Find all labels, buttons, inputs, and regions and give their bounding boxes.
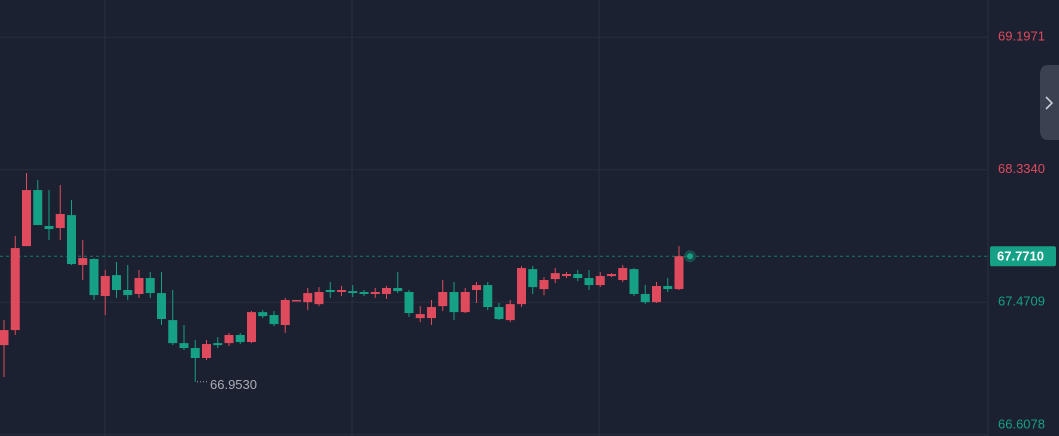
candle-body [157, 293, 166, 320]
candle-body [22, 190, 31, 247]
candle-body [550, 273, 560, 280]
candle-body [393, 288, 403, 292]
candle-body [325, 290, 335, 292]
candle-body [112, 275, 121, 291]
chevron-icon[interactable] [1045, 96, 1054, 110]
y-tick-label: 66.6078 [998, 416, 1045, 431]
candle-body [607, 274, 616, 277]
candle-body [460, 291, 470, 313]
y-tick-label: 67.4709 [998, 294, 1045, 309]
candle-body [224, 334, 234, 344]
candle-body [67, 215, 76, 265]
current-price-dot [687, 253, 693, 260]
candle-body [0, 330, 9, 346]
candle-body [314, 291, 324, 305]
candle-body [55, 214, 65, 228]
y-tick-label: 68.3340 [998, 161, 1045, 176]
candle-body [505, 304, 515, 321]
candle-body [573, 274, 583, 279]
candle-body [404, 291, 414, 314]
candle-body [539, 280, 549, 290]
candle-body [258, 312, 268, 317]
candle-body [359, 291, 369, 294]
candle-body [145, 278, 155, 294]
candle-body [123, 290, 133, 296]
candle-body [674, 256, 684, 290]
candle-body [190, 348, 200, 359]
candle-body [449, 291, 459, 313]
candle-body [562, 274, 571, 277]
candle-body [78, 258, 88, 265]
candle-body [235, 334, 245, 343]
last-price-box [990, 246, 1056, 267]
last-price-label: 67.7710 [997, 249, 1044, 264]
candle-body [517, 268, 526, 305]
candle-body [629, 269, 639, 294]
candle-body [348, 291, 358, 294]
candle-body [382, 288, 391, 294]
toggle-tab[interactable] [1040, 65, 1059, 140]
candle-body [202, 344, 211, 359]
candle-body [584, 278, 594, 286]
candle-body [472, 285, 481, 291]
candle-body [337, 290, 346, 292]
min-annotation-label: 66.9530 [210, 377, 257, 392]
candle-body [438, 291, 448, 307]
candle-body [494, 307, 504, 320]
candle-body [652, 286, 661, 303]
candle-body [415, 314, 425, 319]
candle-body [640, 293, 650, 303]
candle-body [134, 278, 144, 294]
candle-body [44, 225, 54, 230]
y-tick-label: 69.1971 [998, 29, 1045, 44]
candle-body [179, 343, 189, 349]
candle-body [483, 285, 493, 308]
side-panel-toggle[interactable] [1040, 65, 1059, 140]
candle-body [247, 312, 256, 343]
candle-body [280, 299, 290, 326]
candle-body [213, 343, 223, 346]
candle-body [618, 268, 628, 281]
candle-body [427, 307, 436, 319]
candle-body [89, 258, 99, 296]
candle-body [168, 320, 178, 344]
candle-body [100, 276, 110, 296]
candle-body [528, 269, 538, 288]
candle-body [292, 299, 301, 302]
candle-body [33, 190, 43, 226]
candle-body [663, 286, 673, 290]
candle-body [370, 291, 380, 294]
candle-body [303, 293, 313, 303]
candle-body [269, 315, 279, 325]
candle-body [595, 276, 605, 286]
candle-body [10, 248, 20, 331]
